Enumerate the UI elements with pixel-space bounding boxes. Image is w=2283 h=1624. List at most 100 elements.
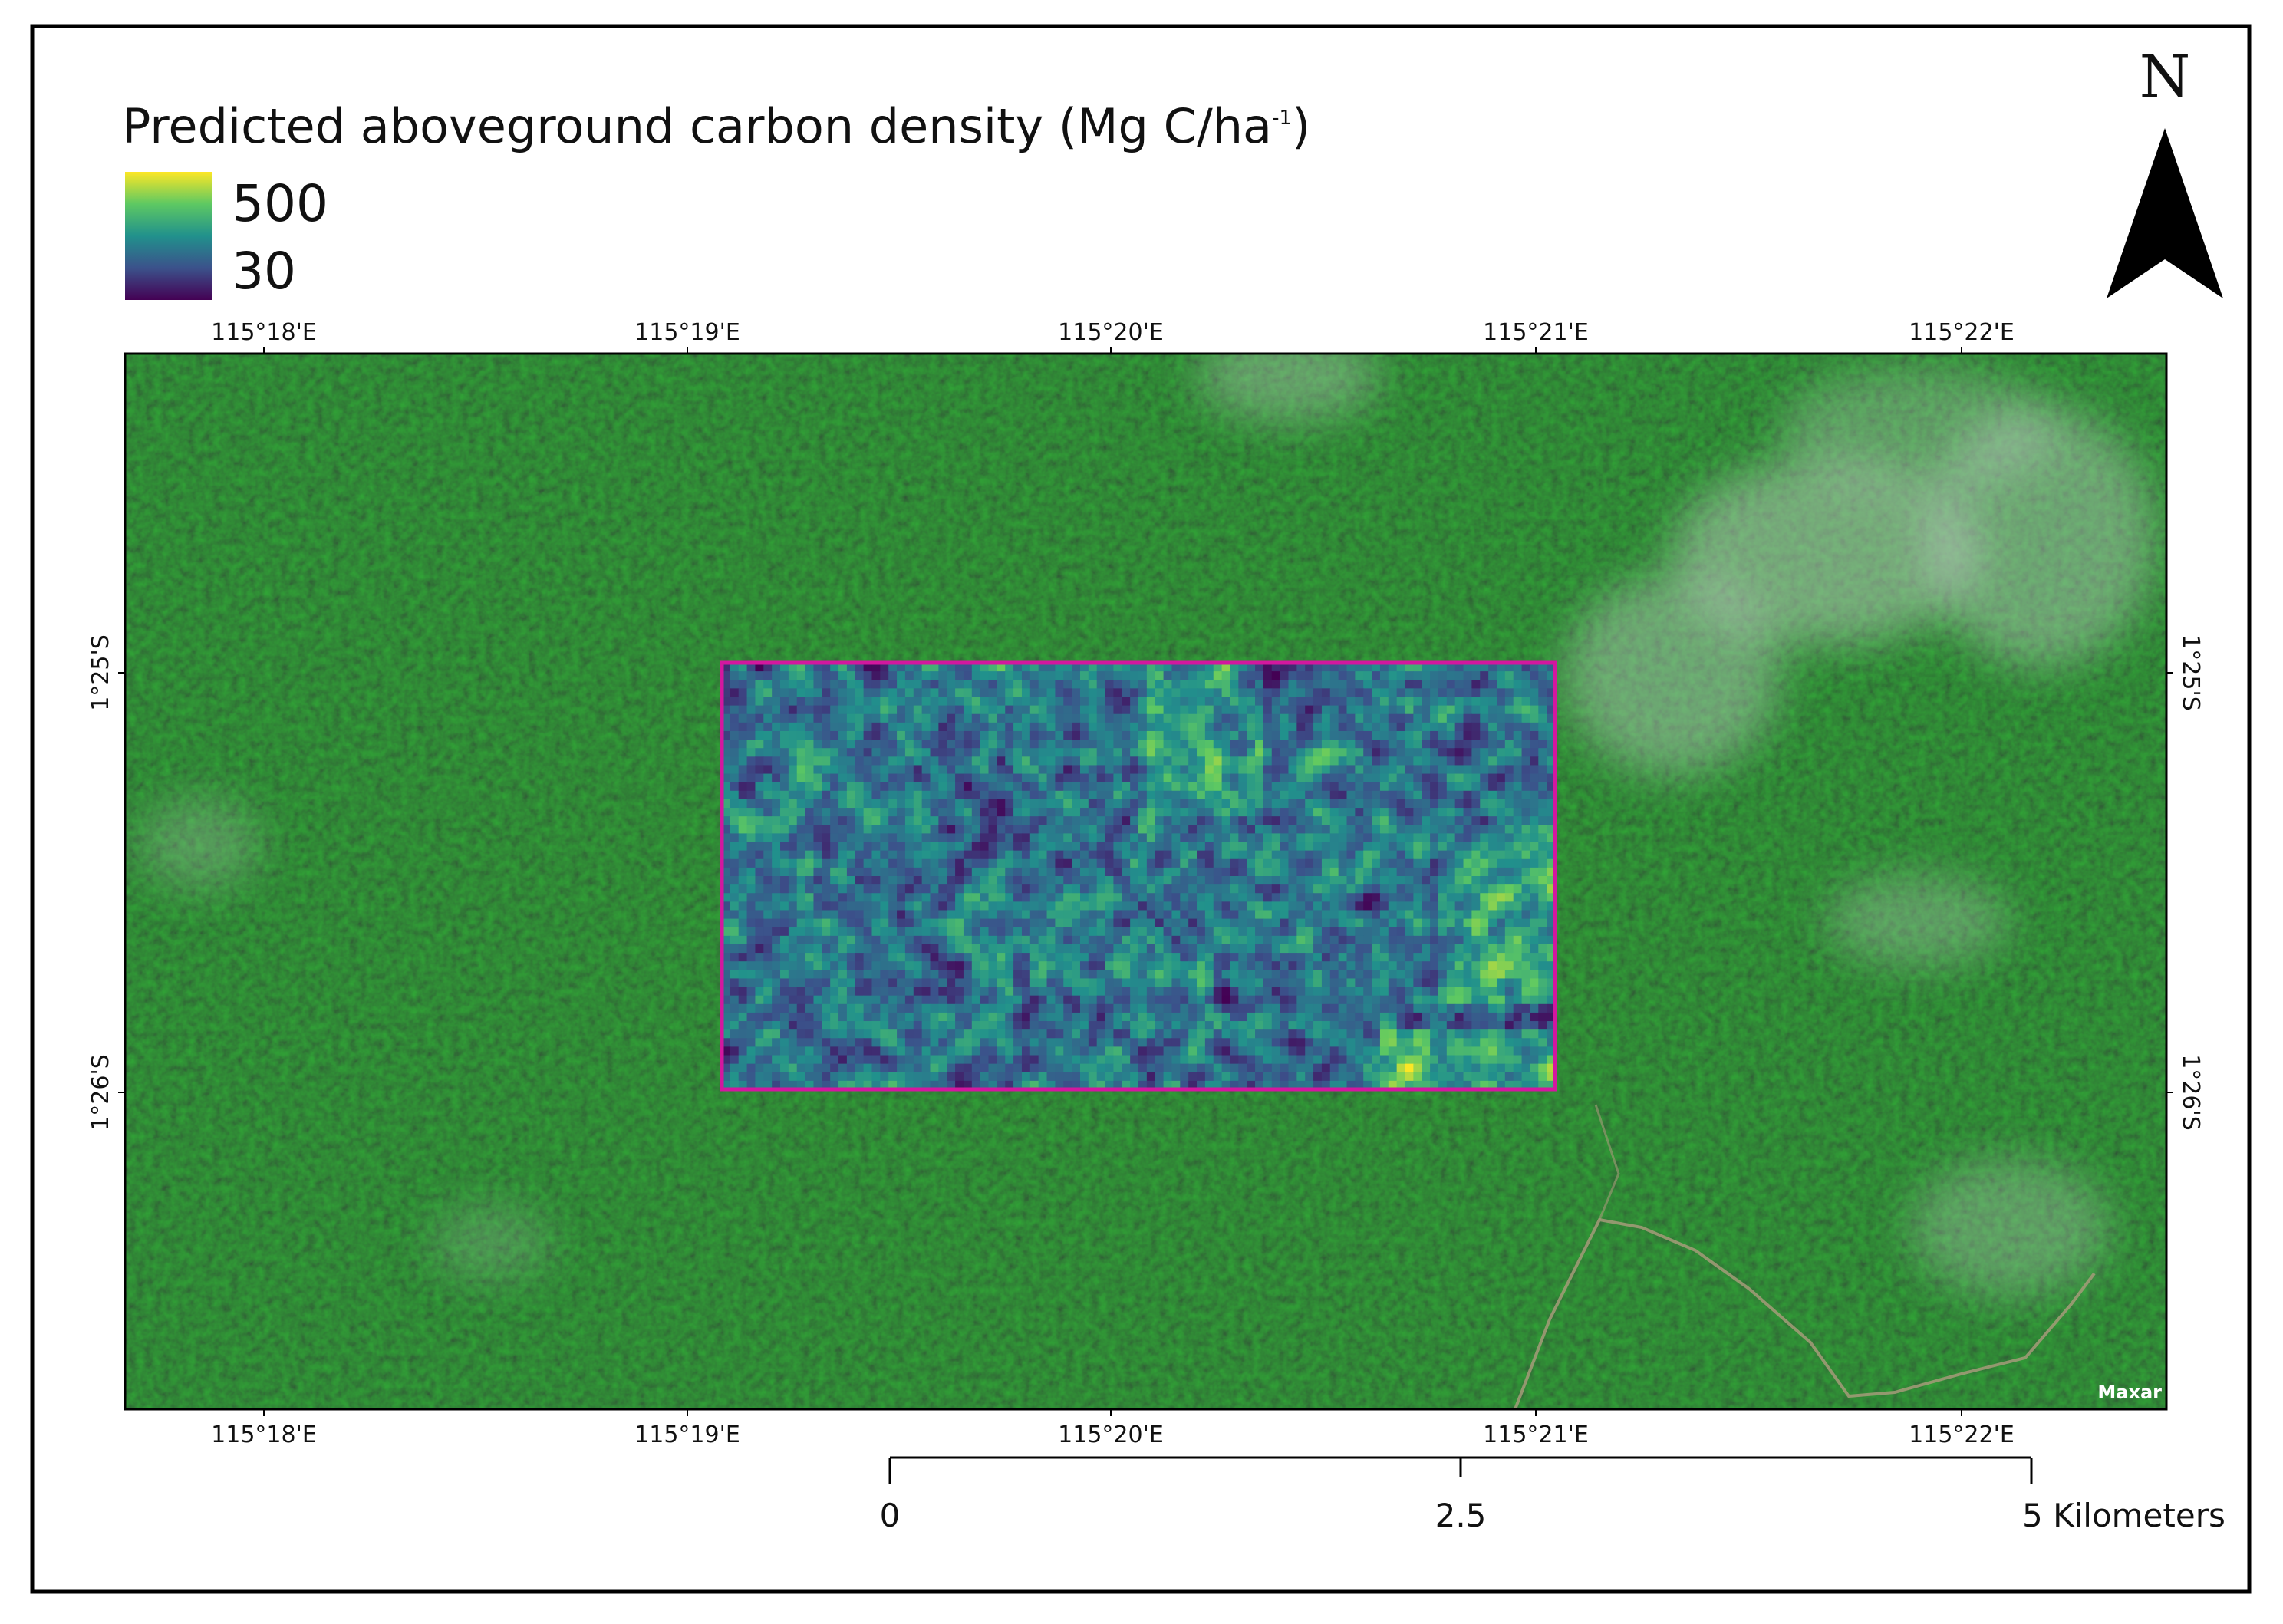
raster-cell	[1113, 790, 1122, 800]
raster-cell	[1396, 663, 1406, 672]
raster-cell	[955, 1063, 964, 1073]
raster-cell	[1513, 705, 1523, 715]
raster-cell	[963, 1021, 973, 1030]
raster-cell	[1029, 730, 1039, 740]
raster-cell	[1454, 970, 1464, 980]
raster-cell	[1029, 1021, 1039, 1030]
raster-cell	[1488, 876, 1497, 885]
raster-cell	[738, 901, 748, 911]
raster-cell	[1438, 961, 1448, 970]
raster-cell	[1296, 790, 1306, 800]
raster-cell	[1338, 918, 1348, 928]
raster-cell	[1021, 910, 1031, 920]
raster-cell	[1280, 927, 1290, 937]
raster-cell	[921, 927, 931, 937]
raster-cell	[1530, 671, 1539, 680]
raster-cell	[838, 1072, 848, 1082]
raster-cell	[755, 799, 764, 809]
raster-cell	[1079, 944, 1089, 954]
raster-cell	[1188, 961, 1198, 970]
raster-cell	[871, 876, 881, 885]
raster-cell	[1305, 935, 1314, 945]
raster-cell	[963, 893, 973, 902]
raster-cell	[1422, 730, 1431, 740]
raster-cell	[1188, 1021, 1198, 1030]
raster-cell	[963, 808, 973, 817]
raster-cell	[1446, 910, 1456, 920]
raster-cell	[1530, 850, 1539, 860]
raster-cell	[888, 1063, 898, 1073]
raster-cell	[1163, 970, 1173, 980]
raster-cell	[730, 995, 740, 1005]
raster-cell	[780, 867, 789, 877]
raster-cell	[1280, 893, 1290, 902]
raster-cell	[1363, 867, 1372, 877]
raster-cell	[1105, 1003, 1115, 1013]
raster-cell	[1454, 961, 1464, 970]
raster-cell	[1096, 756, 1106, 766]
raster-cell	[1247, 995, 1256, 1005]
raster-cell	[1422, 740, 1431, 749]
raster-cell	[1288, 978, 1297, 988]
raster-cell	[1072, 756, 1081, 766]
raster-cell	[830, 978, 839, 988]
raster-cell	[1221, 978, 1231, 988]
raster-cell	[913, 748, 923, 757]
raster-cell	[1079, 970, 1089, 980]
raster-cell	[1471, 970, 1481, 980]
raster-cell	[1530, 773, 1539, 783]
raster-cell	[855, 740, 865, 749]
raster-cell	[830, 1038, 839, 1047]
raster-cell	[1422, 953, 1431, 962]
raster-cell	[1538, 1029, 1547, 1039]
raster-cell	[1521, 1063, 1531, 1073]
raster-cell	[1238, 1080, 1247, 1090]
raster-cell	[1454, 995, 1464, 1005]
raster-cell	[1029, 867, 1039, 877]
raster-cell	[1388, 1029, 1398, 1039]
raster-cell	[822, 842, 831, 852]
raster-cell	[1438, 927, 1448, 937]
raster-cell	[1321, 858, 1331, 868]
raster-cell	[1005, 697, 1014, 707]
raster-cell	[1096, 833, 1106, 843]
raster-cell	[1355, 722, 1364, 732]
raster-cell	[1197, 1012, 1206, 1022]
raster-cell	[1388, 850, 1398, 860]
raster-cell	[830, 799, 839, 809]
raster-cell	[1046, 884, 1056, 894]
raster-cell	[930, 1038, 939, 1047]
raster-cell	[1122, 713, 1131, 723]
raster-cell	[988, 850, 997, 860]
raster-cell	[1321, 1055, 1331, 1065]
raster-cell	[788, 987, 798, 996]
raster-cell	[830, 910, 839, 920]
raster-cell	[921, 697, 931, 707]
raster-cell	[813, 1003, 822, 1013]
raster-cell	[1480, 978, 1489, 988]
raster-cell	[1305, 910, 1314, 920]
raster-cell	[963, 987, 973, 996]
raster-cell	[1113, 970, 1122, 980]
raster-cell	[997, 961, 1006, 970]
raster-cell	[1504, 1072, 1514, 1082]
raster-cell	[1204, 816, 1214, 825]
raster-cell	[963, 918, 973, 928]
raster-cell	[838, 808, 848, 817]
raster-cell	[1372, 1080, 1381, 1090]
raster-cell	[1247, 842, 1256, 852]
raster-cell	[1379, 858, 1389, 868]
raster-cell	[1454, 850, 1464, 860]
raster-cell	[863, 756, 873, 766]
raster-cell	[1488, 833, 1497, 843]
raster-cell	[805, 790, 815, 800]
raster-cell	[1046, 1003, 1056, 1013]
raster-cell	[846, 901, 856, 911]
raster-cell	[1021, 773, 1031, 783]
raster-cell	[913, 765, 923, 775]
raster-cell	[855, 927, 865, 937]
raster-cell	[988, 842, 997, 852]
raster-cell	[1221, 1080, 1231, 1090]
raster-cell	[863, 850, 873, 860]
raster-cell	[846, 697, 856, 707]
